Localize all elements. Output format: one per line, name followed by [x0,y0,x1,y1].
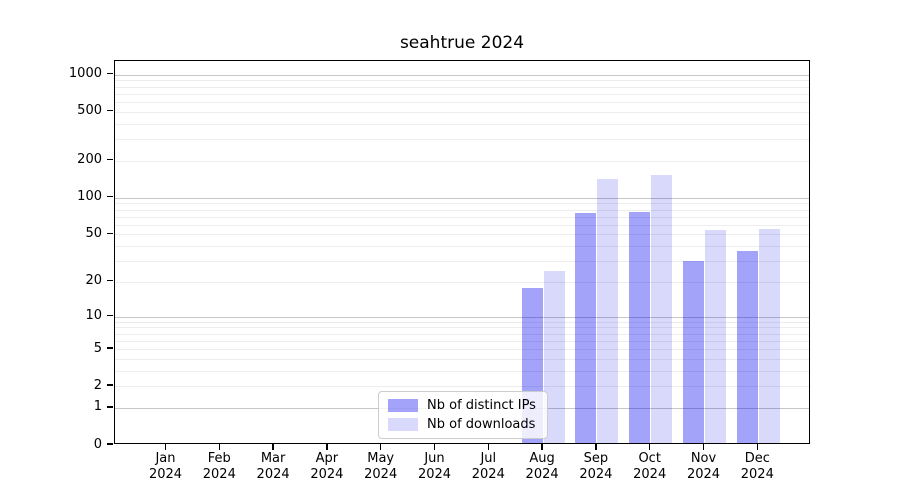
x-tick-label: Mar 2024 [256,451,290,482]
y-tick-mark [107,159,113,161]
gridline-minor [115,160,809,162]
plot-area [114,60,810,444]
legend-item-distinct-ips: Nb of distinct IPs [388,398,536,413]
y-tick-label: 1 [93,399,102,415]
y-tick-mark [107,73,113,75]
y-tick-mark [107,443,113,445]
x-tick-label: May 2024 [364,451,398,482]
y-tick-mark [107,347,113,349]
bar-distinct-ips [736,251,758,443]
legend-label-distinct-ips: Nb of distinct IPs [427,398,536,413]
x-tick-mark [272,444,274,450]
x-tick-mark [541,444,543,450]
legend-swatch-downloads [388,418,418,431]
x-tick-mark [380,444,382,450]
gridline-minor [115,327,809,329]
y-tick-label: 2 [93,377,102,393]
gridline-minor [115,321,809,323]
gridline-minor [115,123,809,125]
x-tick-mark [487,444,489,450]
gridline-minor [115,216,809,218]
y-tick-mark [107,384,113,386]
x-tick-mark [702,444,705,450]
x-tick-mark [326,444,328,450]
y-tick-label: 5 [93,340,102,356]
x-tick-label: Jun 2024 [417,451,452,482]
gridline-minor [115,234,809,236]
gridline-minor [115,209,809,211]
y-tick-mark [107,110,113,112]
x-tick-mark [649,444,651,450]
x-tick-label: Sep 2024 [579,451,613,482]
y-tick-label: 1000 [68,66,102,82]
gridline-minor [115,111,809,113]
gridline-minor [115,139,809,141]
y-tick-label: 10 [85,308,102,323]
gridline-major [115,316,809,318]
x-tick-label: Apr 2024 [310,451,344,482]
y-tick-mark [107,232,113,234]
gridline-minor [115,349,809,350]
gridline-minor [115,358,809,360]
gridline-minor [115,386,809,388]
bar-downloads [597,178,619,443]
x-tick-mark [218,444,220,450]
gridline-minor [115,261,809,262]
gridline-minor [115,203,809,205]
gridline-major [115,197,809,199]
x-tick-label: Aug 2024 [525,451,559,482]
bar-distinct-ips [683,260,704,443]
y-tick-label: 500 [77,103,102,119]
x-tick-label: Feb 2024 [202,451,236,482]
x-tick-label: Oct 2024 [633,451,667,482]
bar-downloads [705,230,726,443]
gridline-major [115,74,809,76]
x-tick-label: Jul 2024 [471,451,505,482]
y-tick-mark [107,314,113,317]
x-tick-label: Nov 2024 [686,451,721,482]
bar-downloads [651,174,673,443]
gridline-minor [115,86,809,88]
y-tick-label: 100 [77,189,102,205]
gridline-minor [115,93,809,95]
x-tick-mark [756,444,758,450]
gridline-minor [115,80,809,82]
legend-item-downloads: Nb of downloads [388,417,536,432]
x-tick-mark [433,444,436,450]
gridline-minor [115,224,809,226]
legend: Nb of distinct IPs Nb of downloads [378,391,548,439]
gridline-minor [115,246,809,247]
y-tick-mark [107,280,113,282]
chart-title: seahtrue 2024 [399,33,525,53]
bar-downloads [758,229,780,443]
y-tick-label: 200 [77,152,102,168]
y-tick-mark [107,406,113,408]
gridline-minor [115,370,809,372]
bar-downloads [543,270,565,443]
legend-swatch-distinct-ips [388,399,418,412]
bar-distinct-ips [575,213,597,443]
x-tick-mark [164,444,167,450]
gridline-minor [115,281,809,283]
gridline-minor [115,102,809,104]
x-tick-mark [595,444,597,450]
bar-distinct-ips [629,211,651,443]
y-tick-label: 50 [85,225,102,241]
legend-label-downloads: Nb of downloads [427,417,536,432]
x-tick-label: Dec 2024 [740,451,774,482]
gridline-minor [115,333,809,335]
y-tick-label: 20 [85,273,102,289]
x-tick-label: Jan 2024 [148,451,183,482]
y-tick-mark [107,196,113,198]
gridline-minor [115,340,809,342]
y-tick-label: 0 [93,436,102,452]
